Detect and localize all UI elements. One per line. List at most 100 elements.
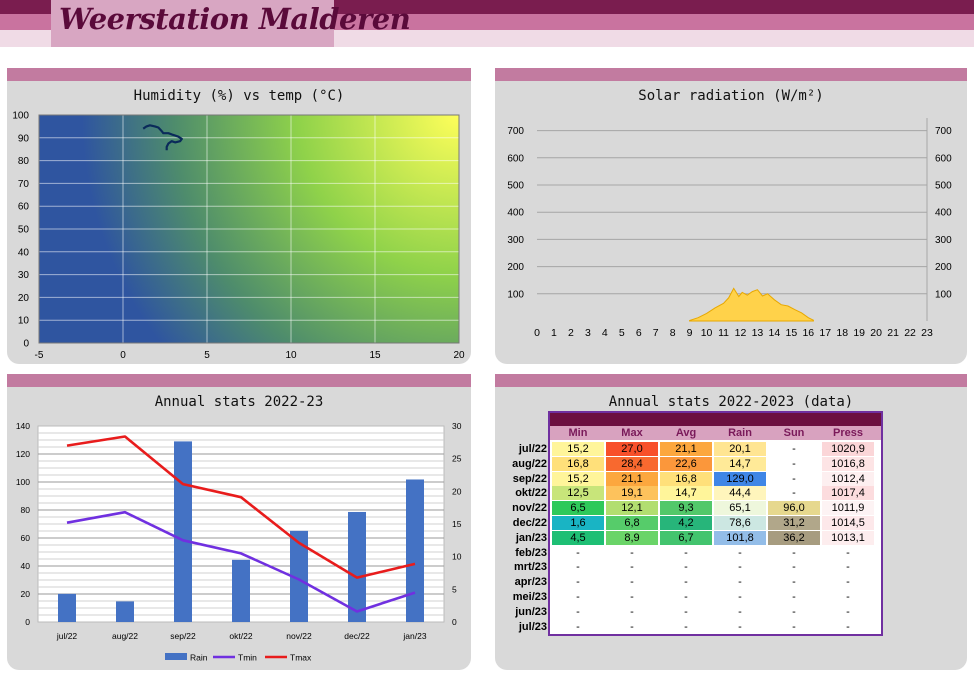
annual-y-tick-left: 120	[16, 449, 30, 459]
annual-chart: 0 20 40 60 80 100 120 140 0 5 10 15 20 25 30 jul/22 aug/…	[16, 421, 462, 663]
table-cell: 4,5	[552, 530, 604, 545]
solar-x-tick: 8	[670, 327, 676, 339]
site-title: Weerstation Malderen	[59, 2, 411, 36]
table-cell: -	[684, 591, 688, 603]
table-cell: 22,6	[660, 456, 712, 471]
annual-y-tick-right: 0	[452, 617, 457, 627]
table-cell: 1013,1	[822, 530, 874, 545]
table-row-label: mei/23	[512, 591, 547, 603]
table-cell: -	[792, 605, 796, 618]
annual-legend-label: Rain	[190, 653, 208, 663]
annual-y-tick-right: 10	[452, 552, 462, 562]
table-column-header: Sun	[783, 427, 805, 439]
table-cell: -	[792, 576, 796, 589]
humidity-y-tick: 80	[18, 156, 30, 167]
solar-x-tick: 2	[568, 327, 574, 339]
table-row-label: mrt/23	[513, 561, 547, 574]
solar-x-tick: 4	[602, 327, 608, 339]
table-cell: 1020,9	[822, 442, 874, 456]
table-cell: 19,1	[606, 486, 658, 501]
solar-y-tick-right: 600	[935, 153, 952, 164]
annual-rain-bar	[174, 441, 192, 622]
table-cell: -	[576, 561, 580, 574]
table-cell: 78,6	[714, 516, 766, 530]
table-cell: 1017,4	[822, 486, 874, 501]
table-cell: 1011,9	[822, 501, 874, 516]
solar-y-tick-right: 200	[935, 262, 952, 273]
solar-panel-header	[495, 68, 967, 81]
annual-x-tick: okt/22	[229, 631, 252, 641]
table-cell: -	[846, 576, 850, 589]
table-cell: -	[768, 456, 820, 471]
table-cell: 101,8	[714, 530, 766, 545]
solar-radiation-area	[689, 287, 814, 322]
solar-x-tick: 5	[619, 327, 625, 339]
humidity-panel: Humidity (%) vs temp (°C) 0 10 20 30 40 50 60 7…	[7, 68, 471, 364]
table-row-label: sep/22	[512, 472, 547, 485]
table-panel-header	[495, 374, 967, 387]
humidity-x-tick: -5	[35, 350, 44, 361]
annual-tmin-line	[66, 510, 416, 613]
table-cell: -	[792, 620, 796, 633]
table-cell: 65,1	[714, 501, 766, 516]
table-cell: 20,1	[714, 442, 766, 456]
table-cell: -	[792, 546, 796, 559]
table-cell: -	[576, 576, 580, 589]
table-cell: 28,4	[606, 456, 658, 471]
table-column-header: Avg	[675, 427, 697, 439]
table-cell: -	[684, 561, 688, 574]
table-cell: 1014,5	[822, 516, 874, 530]
table-cell: -	[630, 620, 634, 633]
solar-y-tick-right: 500	[935, 181, 952, 192]
solar-x-tick: 11	[718, 327, 729, 339]
table-cell: -	[846, 591, 850, 603]
table-row-label: jan/23	[515, 531, 547, 544]
annual-rain-bar	[58, 593, 76, 622]
annual-tmax-line	[66, 435, 416, 579]
table-cell: 16,8	[552, 456, 604, 471]
solar-y-tick-left: 700	[507, 126, 524, 137]
table-cell: -	[846, 605, 850, 618]
table-cell: 21,1	[606, 471, 658, 486]
solar-x-tick: 19	[853, 327, 865, 339]
table-row-label: jul/23	[518, 620, 547, 633]
table-cell: -	[738, 561, 742, 574]
table-cell: -	[846, 620, 850, 633]
humidity-y-tick: 0	[23, 339, 29, 350]
humidity-y-tick: 70	[18, 179, 30, 190]
annual-y-tick-left: 100	[16, 477, 30, 487]
annual-y-tick-left: 80	[21, 505, 31, 515]
table-title: Annual stats 2022-2023 (data)	[608, 394, 854, 410]
annual-legend-swatch-rain	[165, 653, 187, 660]
table-cell: 1012,4	[822, 471, 874, 486]
annual-y-tick-left: 20	[21, 589, 31, 599]
table-row-label: apr/23	[514, 576, 547, 589]
solar-y-tick-left: 100	[507, 289, 524, 300]
humidity-x-tick: 0	[120, 350, 126, 361]
table-cell: -	[768, 486, 820, 501]
annual-x-tick: aug/22	[112, 631, 138, 641]
table-row-label: aug/22	[512, 457, 547, 470]
table-cell: -	[684, 576, 688, 589]
humidity-y-tick: 60	[18, 202, 30, 213]
solar-x-tick: 12	[735, 327, 747, 339]
table-row-label: dec/22	[512, 517, 547, 529]
table-cell: -	[684, 546, 688, 559]
table-row-label: jun/23	[515, 605, 547, 618]
solar-x-tick: 23	[921, 327, 933, 339]
table-cell: 16,8	[660, 471, 712, 486]
table-cell: -	[684, 605, 688, 618]
solar-x-tick: 1	[551, 327, 557, 339]
solar-x-tick: 14	[769, 327, 781, 339]
table-cell: -	[738, 620, 742, 633]
humidity-x-tick: 15	[369, 350, 381, 361]
solar-x-tick: 18	[836, 327, 848, 339]
table-cell: 14,7	[714, 456, 766, 471]
table-cell: -	[738, 591, 742, 603]
table-cell: 8,9	[606, 530, 658, 545]
solar-y-tick-right: 700	[935, 126, 952, 137]
annual-x-tick: jan/23	[402, 631, 426, 641]
table-panel: Annual stats 2022-2023 (data) Min Max Avg R…	[495, 374, 967, 670]
solar-y-tick-left: 300	[507, 235, 524, 246]
